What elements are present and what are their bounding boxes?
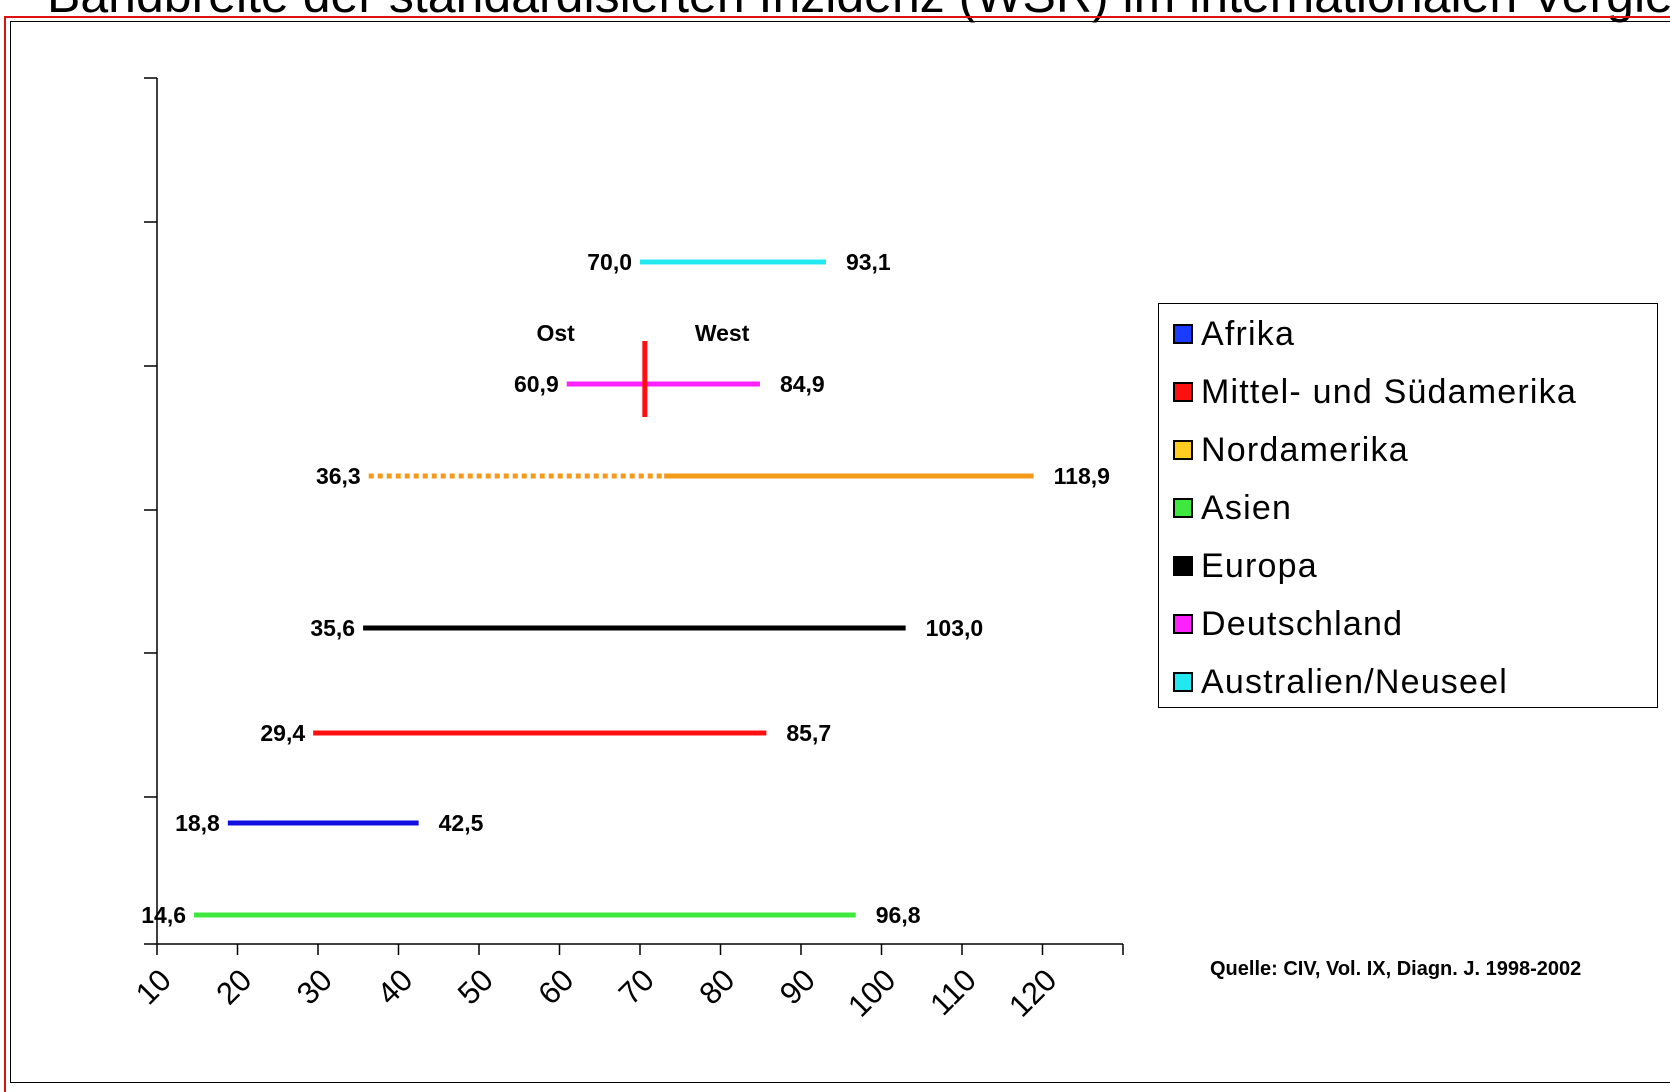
x-tick-label: 90 [773,962,822,1011]
max-value-label: 96,8 [876,902,921,928]
x-tick-label: 70 [612,962,661,1011]
min-value-label: 18,8 [175,810,220,836]
x-tick-label: 50 [451,962,500,1011]
legend-swatch [1173,672,1193,692]
axes: 10 20 30 40 50 60 70 80 90 100 110 120 [129,77,1124,1024]
min-value-label: 14,6 [141,902,186,928]
east-label: Ost [536,320,575,346]
max-value-label: 85,7 [786,720,831,746]
legend: Afrika Mittel- und Südamerika Nordamerika A… [1158,303,1658,708]
legend-swatch [1173,498,1193,518]
max-value-label: 103,0 [926,615,984,641]
min-value-label: 35,6 [310,615,355,641]
max-value-label: 93,1 [846,249,891,275]
x-tick-label: 60 [531,962,580,1011]
legend-swatch [1173,440,1193,460]
x-tick-label: 40 [370,962,419,1011]
max-value-label: 42,5 [439,810,484,836]
range-bars [194,259,1034,918]
legend-item: Asien [1173,488,1292,528]
value-labels: 70,0 93,1 60,9 84,9 Ost West 36,3 118,9 35,6 103,… [141,249,1110,928]
x-tick-label: 80 [692,962,741,1011]
legend-item: Nordamerika [1173,430,1409,470]
legend-swatch [1173,382,1193,402]
legend-item: Mittel- und Südamerika [1173,372,1577,412]
legend-item: Deutschland [1173,604,1403,644]
legend-label: Afrika [1201,314,1296,353]
x-tick-label: 10 [129,962,178,1011]
legend-item: Europa [1173,546,1318,586]
west-label: West [695,320,750,346]
legend-label: Europa [1201,546,1318,585]
legend-swatch [1173,614,1193,634]
x-tick-label: 110 [923,962,983,1022]
x-tick-label: 30 [290,962,339,1011]
legend-item: Afrika [1173,314,1295,354]
legend-label: Asien [1201,488,1293,527]
legend-swatch [1173,556,1193,576]
min-value-label: 70,0 [587,249,632,275]
max-value-label: 118,9 [1054,463,1110,489]
min-value-label: 60,9 [514,371,559,397]
min-value-label: 36,3 [316,463,361,489]
legend-item: Australien/Neuseel [1173,662,1508,702]
x-tick-label: 120 [1002,962,1063,1023]
legend-swatch [1173,324,1193,344]
legend-label: Australien/Neuseel [1201,662,1508,701]
legend-label: Nordamerika [1201,430,1409,469]
legend-label: Mittel- und Südamerika [1201,372,1577,411]
legend-label: Deutschland [1201,604,1404,643]
chart-area-frame [10,21,1670,1083]
slide-border [4,16,1670,1092]
x-tick-label: 100 [841,962,902,1023]
min-value-label: 29,4 [260,720,305,746]
x-tick-label: 20 [209,962,258,1011]
max-value-label: 84,9 [780,371,825,397]
source-note: Quelle: CIV, Vol. IX, Diagn. J. 1998-200… [1210,958,1582,980]
